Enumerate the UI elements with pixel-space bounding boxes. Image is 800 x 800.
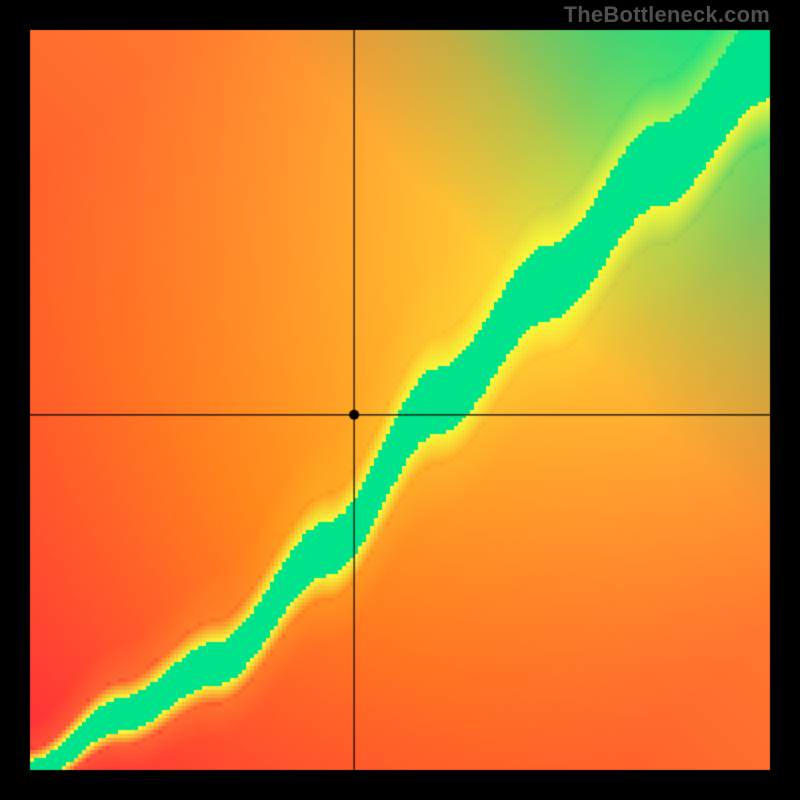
- chart-frame: TheBottleneck.com: [0, 0, 800, 800]
- watermark-text: TheBottleneck.com: [564, 2, 770, 28]
- bottleneck-heatmap: [0, 0, 800, 800]
